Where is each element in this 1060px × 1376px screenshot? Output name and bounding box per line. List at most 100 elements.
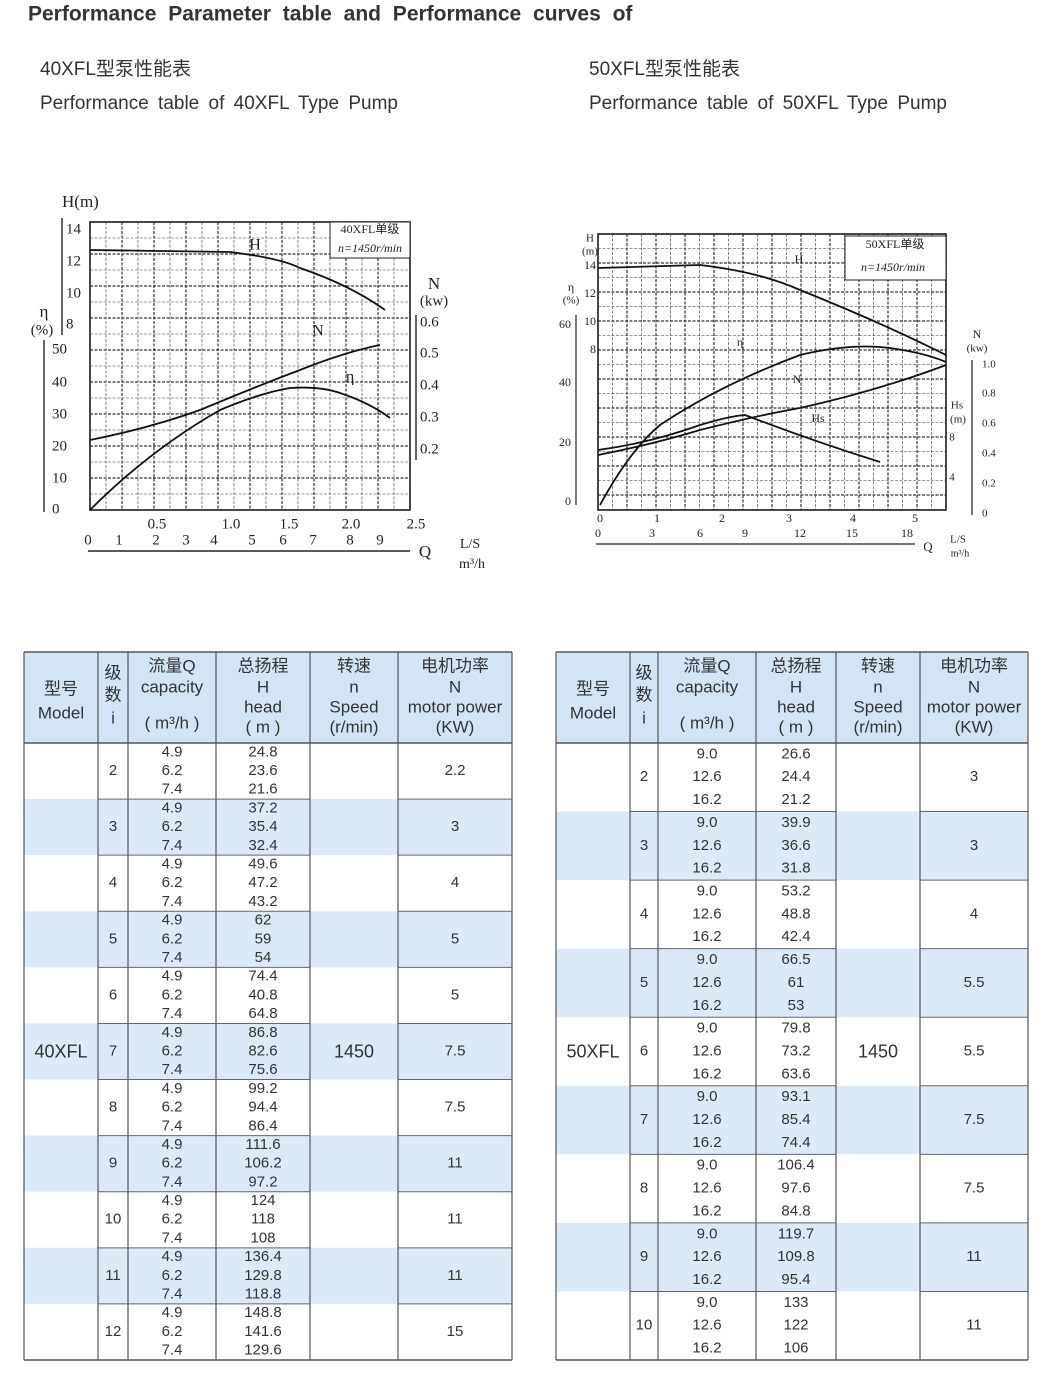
power-cell: 4 <box>451 874 459 891</box>
m3h-tick-label: 9 <box>376 532 384 548</box>
head-cell: 39.9 <box>781 814 810 831</box>
model-cell: 40XFL <box>34 1041 87 1061</box>
header-bg <box>24 652 512 743</box>
curve-label: η <box>737 335 743 349</box>
ls-tick-label: 4 <box>850 511 856 525</box>
n-tick-label: 0.4 <box>982 448 996 460</box>
eff-tick-label: 40 <box>559 375 571 389</box>
head-cell: 97.6 <box>781 1180 810 1197</box>
head-cell: 106 <box>783 1340 808 1357</box>
graph-frame <box>89 221 411 511</box>
performance-curve <box>597 414 881 463</box>
stage-cell: 12 <box>105 1323 122 1340</box>
h-tick-label: 14 <box>584 258 596 272</box>
n-tick-label: 0.6 <box>982 418 996 430</box>
n-tick-label: 0 <box>982 508 988 520</box>
header-text: ( m ) <box>246 717 281 736</box>
header-text: ( m³/h ) <box>145 713 200 732</box>
head-cell: 124 <box>250 1192 275 1209</box>
header-text: N <box>449 677 461 696</box>
capacity-cell: 4.9 <box>162 968 183 985</box>
capacity-cell: 6.2 <box>162 1267 183 1284</box>
stage-cell: 10 <box>105 1211 122 1228</box>
axis-label: (%) <box>31 322 54 338</box>
head-cell: 42.4 <box>781 928 810 945</box>
stage-cell: 9 <box>109 1155 117 1172</box>
header-text: n <box>873 677 882 696</box>
header-text: i <box>642 708 646 727</box>
ls-tick-label: 1.5 <box>280 516 299 532</box>
m3h-tick-label: 7 <box>309 532 317 548</box>
head-cell: 40.8 <box>248 986 277 1003</box>
header-text: motor power <box>927 697 1022 716</box>
header-text: motor power <box>408 697 503 716</box>
header-bg <box>556 652 1028 743</box>
eff-tick-label: 20 <box>559 435 571 449</box>
capacity-cell: 7.4 <box>162 949 183 966</box>
stage-cell: 3 <box>640 837 648 854</box>
hs-tick-label: 4 <box>949 472 955 484</box>
eff-tick-label: 50 <box>52 341 67 357</box>
capacity-cell: 12.6 <box>692 1248 721 1265</box>
speed-cell: 1450 <box>334 1041 374 1061</box>
performance-curve <box>89 386 391 511</box>
head-cell: 54 <box>255 949 272 966</box>
capacity-cell: 9.0 <box>697 1225 718 1242</box>
capacity-cell: 7.4 <box>162 1229 183 1246</box>
head-cell: 118.8 <box>245 1286 281 1303</box>
m3h-tick-label: 0 <box>595 526 601 540</box>
left-graph: 40XFL单级n=1450r/minH(m)1412108η(%)5040302… <box>31 192 485 572</box>
capacity-cell: 16.2 <box>692 860 721 877</box>
m3h-tick-label: 8 <box>346 532 354 548</box>
ls-tick-label: 0 <box>597 511 603 525</box>
right-title-en: Performance table of 50XFL Type Pump <box>589 93 947 114</box>
header-text: Model <box>38 703 84 722</box>
header-text: capacity <box>141 677 204 696</box>
capacity-cell: 6.2 <box>162 818 183 835</box>
performance-curve <box>89 249 386 311</box>
eff-tick-label: 10 <box>52 470 67 486</box>
header-text: (KW) <box>955 717 994 736</box>
head-cell: 86.8 <box>248 1024 277 1041</box>
box-label: 40XFL单级 <box>341 222 400 236</box>
eff-tick-label: 0 <box>565 494 571 508</box>
hs-tick-label: 8 <box>949 432 955 444</box>
page-title: Performance Parameter table and Performa… <box>28 3 633 26</box>
head-cell: 129.6 <box>244 1342 282 1359</box>
row-bg <box>24 1135 512 1192</box>
capacity-cell: 4.9 <box>162 1136 183 1153</box>
speed-cell: 1450 <box>858 1041 898 1061</box>
axis-label: N <box>428 274 440 293</box>
head-cell: 95.4 <box>781 1271 810 1288</box>
capacity-cell: 9.0 <box>697 1088 718 1105</box>
axis-label: H <box>586 233 594 245</box>
head-cell: 111.6 <box>245 1136 280 1153</box>
stage-cell: 7 <box>109 1042 117 1059</box>
curve-label: η <box>346 369 354 386</box>
axis-label: Hs <box>951 400 963 412</box>
capacity-cell: 9.0 <box>697 745 718 762</box>
h-tick-label: 10 <box>66 285 81 301</box>
right-graph: 50XFL单级n=1450r/minH(m)1412108η(%)6040200… <box>559 233 996 560</box>
head-cell: 47.2 <box>248 874 277 891</box>
m3h-tick-label: 1 <box>115 532 123 548</box>
header-text: (r/min) <box>329 717 378 736</box>
axis-label: (m) <box>950 414 966 426</box>
performance-curve <box>597 364 947 456</box>
axis-label: H(m) <box>62 192 99 211</box>
n-tick-label: 0.3 <box>420 409 439 425</box>
ls-tick-label: 5 <box>912 511 918 525</box>
capacity-cell: 6.2 <box>162 1323 183 1340</box>
power-cell: 7.5 <box>445 1099 466 1116</box>
power-cell: 15 <box>447 1323 464 1340</box>
stage-cell: 7 <box>640 1111 648 1128</box>
stage-cell: 4 <box>109 874 117 891</box>
head-cell: 133 <box>783 1294 808 1311</box>
capacity-cell: 9.0 <box>697 951 718 968</box>
m3h-tick-label: 3 <box>182 532 190 548</box>
power-cell: 11 <box>966 1317 982 1334</box>
head-cell: 82.6 <box>248 1042 277 1059</box>
capacity-cell: 6.2 <box>162 1155 183 1172</box>
ls-tick-label: 2.0 <box>342 516 361 532</box>
capacity-cell: 12.6 <box>692 1111 721 1128</box>
